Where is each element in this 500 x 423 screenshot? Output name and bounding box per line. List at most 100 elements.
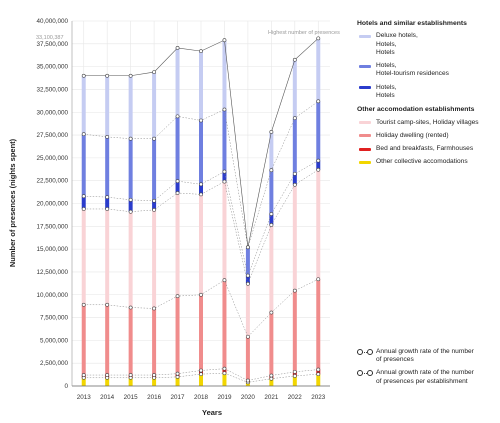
bar-segment [316, 38, 321, 102]
line-marker [199, 182, 203, 187]
bar-segment [269, 224, 274, 313]
y-tick-label: 2,500,000 [40, 360, 69, 367]
line-legend: Annual growth rate of the number of pres… [357, 348, 497, 391]
legend-swatch-dwelling [359, 134, 371, 138]
x-tick-label: 2021 [264, 394, 279, 401]
annotation-highest: Highest number of presences [268, 30, 340, 36]
x-tick-label: 2014 [100, 394, 115, 401]
line-marker [105, 195, 110, 200]
legend-swatch-bnb [359, 147, 371, 151]
bar-segment [316, 374, 321, 386]
bar-segment [222, 373, 227, 386]
line-marker [292, 116, 297, 121]
legend-label: Hotels, Hotels [376, 83, 397, 99]
line-marker [222, 366, 227, 371]
bar-segment [245, 275, 250, 284]
x-axis-title: Years [202, 408, 222, 417]
bar-segment [316, 369, 321, 375]
bar-segment [128, 377, 133, 386]
y-tick-label: 10,000,000 [36, 292, 68, 299]
x-tick-label: 2022 [288, 394, 303, 401]
bar-segment [292, 375, 297, 386]
legend-swatch-deluxe [359, 34, 371, 38]
axes: 0 2,500,000 5,000,000 7,500,000 10,000,000 12… [36, 18, 330, 401]
legend-label: Deluxe hotels, Hotels, Hotels [376, 32, 418, 56]
line-marker [81, 132, 86, 137]
line-marker [292, 57, 297, 62]
bar-segment [199, 184, 203, 195]
bar-segment [292, 371, 297, 376]
bar-segment [81, 134, 86, 197]
bar-segment [152, 308, 157, 376]
line-marker [152, 207, 156, 212]
bar-segment [105, 136, 110, 198]
y-tick-label: 35,000,000 [36, 64, 68, 71]
connector-line [83, 169, 319, 285]
y-tick-label: 12,500,000 [36, 269, 68, 276]
legend-label: Other collective accomodations [376, 158, 468, 166]
bar-segment [222, 368, 227, 374]
line-marker [316, 99, 321, 104]
line-marker [175, 46, 180, 50]
legend-label: Bed and breakfasts, Farmhouses [376, 145, 474, 153]
line-marker [316, 372, 321, 377]
dotted-line-marker-icon [357, 348, 373, 356]
line-marker [152, 136, 156, 141]
bar-segment [269, 378, 274, 386]
line-marker [105, 373, 110, 377]
y-tick-label: 17,500,000 [36, 223, 68, 230]
line-marker [316, 167, 321, 172]
legend-item-3star-hotels: Hotels, Hotel-tourism residences [357, 62, 497, 78]
line-marker [105, 134, 110, 139]
bar-segment [222, 171, 227, 182]
bar-segment [245, 336, 250, 381]
line-marker [199, 49, 203, 54]
bar-segment [316, 279, 321, 370]
line-marker [199, 192, 203, 197]
bar-segment [175, 47, 180, 117]
bar-segment [105, 304, 110, 376]
line-marker [175, 294, 180, 299]
line-marker [175, 191, 180, 195]
legend-swatch-other [359, 160, 371, 164]
bar-segment [128, 138, 133, 200]
connector-line [83, 160, 319, 277]
bar-segment [292, 290, 297, 372]
bar-segment [269, 131, 274, 171]
bar-segment [128, 307, 133, 376]
line-marker [292, 374, 297, 378]
bar-segment [245, 247, 250, 276]
bar-segment [175, 376, 180, 386]
bars [81, 38, 321, 386]
line-marker [269, 212, 274, 216]
y-tick-label: 20,000,000 [36, 201, 68, 208]
line-marker [222, 371, 227, 376]
line-marker [316, 158, 321, 163]
line-marker [128, 73, 133, 78]
line-marker [246, 378, 250, 383]
bar-segment [128, 75, 133, 139]
line-marker [269, 376, 274, 381]
line-marker [269, 310, 274, 315]
bar-segment [199, 51, 203, 121]
line-marker [222, 38, 227, 43]
line-marker [105, 207, 110, 211]
line-marker [175, 374, 180, 379]
bar-segment [175, 296, 180, 374]
bar-segment [316, 169, 321, 280]
line-marker [81, 73, 86, 78]
bar-segment [175, 193, 180, 297]
legend-label: Annual growth rate of the number of pres… [376, 369, 474, 385]
x-tick-label: 2017 [171, 394, 186, 401]
legend: Hotels and similar establishments Deluxe… [357, 14, 497, 172]
bar-segment [269, 170, 274, 214]
legend-item-deluxe-hotels: Deluxe hotels, Hotels, Hotels [357, 32, 497, 57]
line-marker [199, 118, 203, 123]
line-marker [199, 372, 203, 377]
bar-segment [269, 312, 274, 376]
legend-item-bnb: Bed and breakfasts, Farmhouses [357, 145, 497, 153]
bar-segment [245, 283, 250, 337]
bar-segment [152, 209, 157, 309]
legend-swatch-3star [359, 64, 371, 68]
